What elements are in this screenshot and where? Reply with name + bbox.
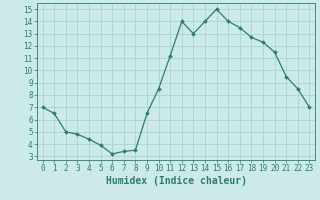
X-axis label: Humidex (Indice chaleur): Humidex (Indice chaleur): [106, 176, 246, 186]
